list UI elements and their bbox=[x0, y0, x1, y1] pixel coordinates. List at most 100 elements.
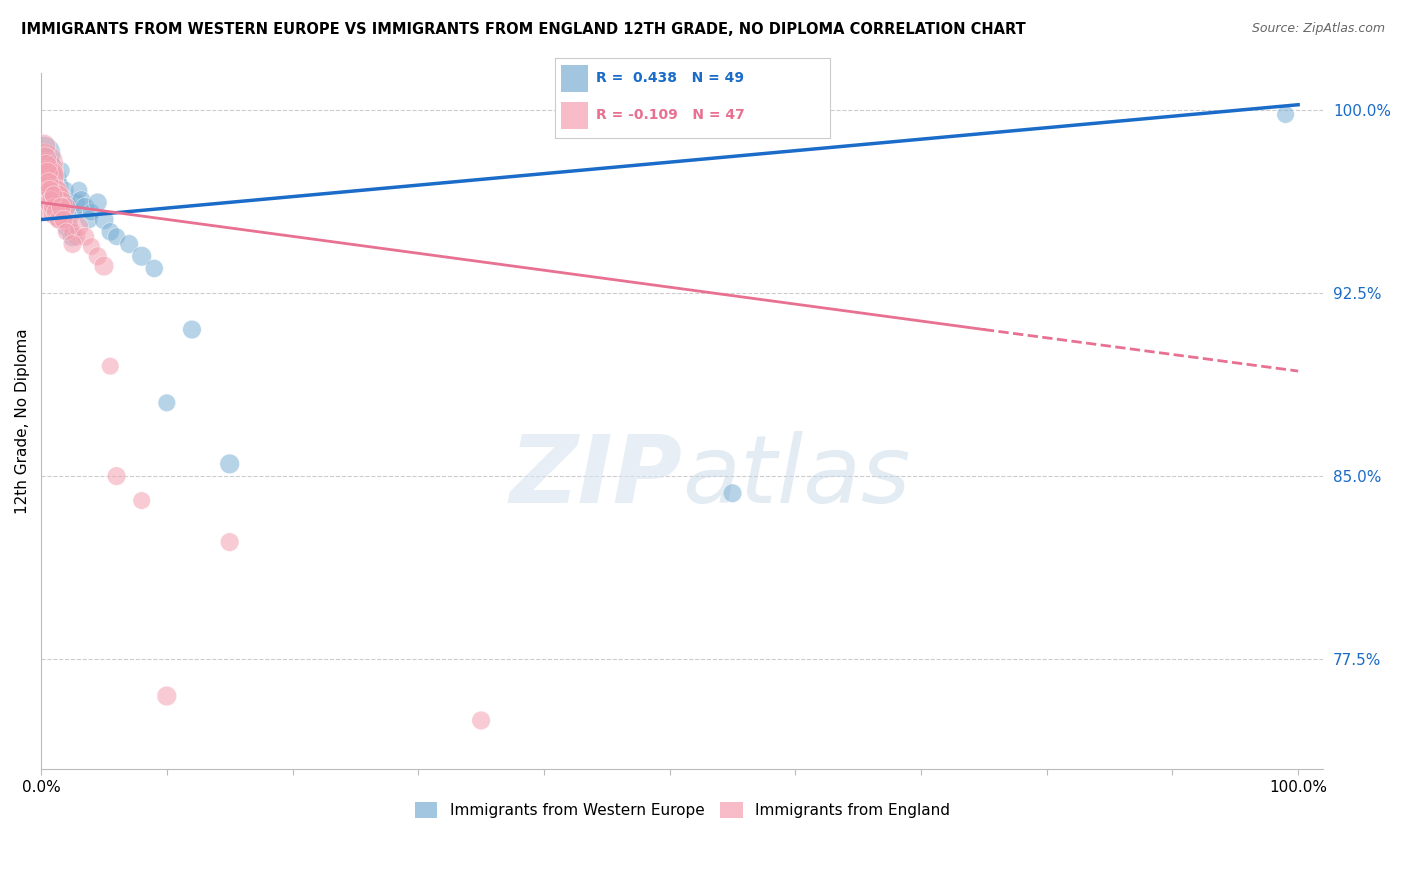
Point bbox=[131, 493, 153, 508]
Text: atlas: atlas bbox=[682, 432, 911, 523]
Point bbox=[62, 225, 84, 239]
Point bbox=[118, 237, 141, 252]
Point bbox=[41, 169, 63, 183]
Point bbox=[44, 188, 66, 202]
Point bbox=[53, 183, 76, 197]
Point bbox=[34, 163, 56, 178]
Point bbox=[218, 535, 240, 549]
Bar bbox=[561, 65, 588, 92]
Point bbox=[67, 219, 90, 234]
Point bbox=[32, 139, 55, 153]
Point bbox=[218, 457, 240, 471]
Point bbox=[35, 171, 58, 186]
Point bbox=[32, 146, 55, 161]
Point bbox=[38, 181, 60, 195]
Point bbox=[52, 212, 75, 227]
Point bbox=[70, 193, 93, 207]
Point bbox=[156, 689, 179, 703]
Point bbox=[38, 169, 60, 183]
Point bbox=[39, 193, 62, 207]
Point bbox=[37, 166, 59, 180]
Point bbox=[52, 212, 75, 227]
Point bbox=[62, 237, 84, 252]
Point bbox=[98, 225, 121, 239]
Point bbox=[39, 200, 62, 214]
Point bbox=[75, 229, 97, 244]
Text: R = -0.109   N = 47: R = -0.109 N = 47 bbox=[596, 109, 745, 122]
Point bbox=[44, 186, 66, 200]
Point bbox=[86, 195, 108, 210]
Point bbox=[38, 156, 60, 170]
Point bbox=[49, 193, 72, 207]
Point bbox=[181, 322, 204, 336]
Point bbox=[62, 205, 84, 219]
Point bbox=[51, 193, 73, 207]
Point bbox=[80, 239, 103, 253]
Point bbox=[38, 188, 60, 202]
Point bbox=[45, 188, 67, 202]
Point bbox=[721, 486, 744, 500]
Bar bbox=[561, 103, 588, 128]
Point bbox=[46, 200, 69, 214]
Point bbox=[41, 186, 63, 200]
Point bbox=[52, 200, 75, 214]
Point bbox=[46, 191, 69, 205]
Point bbox=[65, 229, 87, 244]
Point bbox=[93, 259, 115, 273]
Point bbox=[80, 205, 103, 219]
Point bbox=[46, 171, 69, 186]
Point bbox=[42, 181, 65, 195]
Point bbox=[35, 159, 58, 173]
Point bbox=[55, 200, 77, 214]
Point bbox=[42, 188, 65, 202]
Point bbox=[37, 166, 59, 180]
Point bbox=[62, 229, 84, 244]
Point bbox=[34, 152, 56, 166]
Point bbox=[51, 163, 73, 178]
Point bbox=[37, 181, 59, 195]
Legend: Immigrants from Western Europe, Immigrants from England: Immigrants from Western Europe, Immigran… bbox=[408, 797, 956, 824]
Point bbox=[77, 212, 100, 227]
Point bbox=[52, 205, 75, 219]
Point bbox=[48, 212, 70, 227]
Point bbox=[56, 219, 79, 234]
Point bbox=[67, 183, 90, 197]
Text: IMMIGRANTS FROM WESTERN EUROPE VS IMMIGRANTS FROM ENGLAND 12TH GRADE, NO DIPLOMA: IMMIGRANTS FROM WESTERN EUROPE VS IMMIGR… bbox=[21, 22, 1026, 37]
Point bbox=[55, 193, 77, 207]
Point bbox=[470, 714, 492, 728]
Point bbox=[51, 205, 73, 219]
Point bbox=[93, 212, 115, 227]
Point bbox=[49, 183, 72, 197]
Point bbox=[38, 176, 60, 190]
Point bbox=[45, 205, 67, 219]
Point bbox=[38, 183, 60, 197]
Point bbox=[32, 163, 55, 178]
Point bbox=[37, 176, 59, 190]
Point bbox=[44, 176, 66, 190]
Point bbox=[42, 195, 65, 210]
Point bbox=[51, 200, 73, 214]
Point bbox=[105, 469, 128, 483]
Point bbox=[48, 178, 70, 193]
Point bbox=[45, 205, 67, 219]
Point bbox=[32, 156, 55, 170]
Text: ZIP: ZIP bbox=[509, 431, 682, 523]
Point bbox=[86, 249, 108, 263]
Point bbox=[35, 171, 58, 186]
Point bbox=[41, 181, 63, 195]
Point bbox=[51, 195, 73, 210]
Y-axis label: 12th Grade, No Diploma: 12th Grade, No Diploma bbox=[15, 328, 30, 514]
Point bbox=[65, 195, 87, 210]
Point bbox=[34, 156, 56, 170]
Point bbox=[55, 225, 77, 239]
Point bbox=[75, 200, 97, 214]
Point bbox=[105, 229, 128, 244]
Point bbox=[49, 210, 72, 224]
Point bbox=[41, 200, 63, 214]
Point bbox=[131, 249, 153, 263]
Point bbox=[39, 188, 62, 202]
Point bbox=[58, 200, 80, 214]
Point bbox=[156, 396, 179, 410]
Text: Source: ZipAtlas.com: Source: ZipAtlas.com bbox=[1251, 22, 1385, 36]
Point bbox=[143, 261, 166, 276]
